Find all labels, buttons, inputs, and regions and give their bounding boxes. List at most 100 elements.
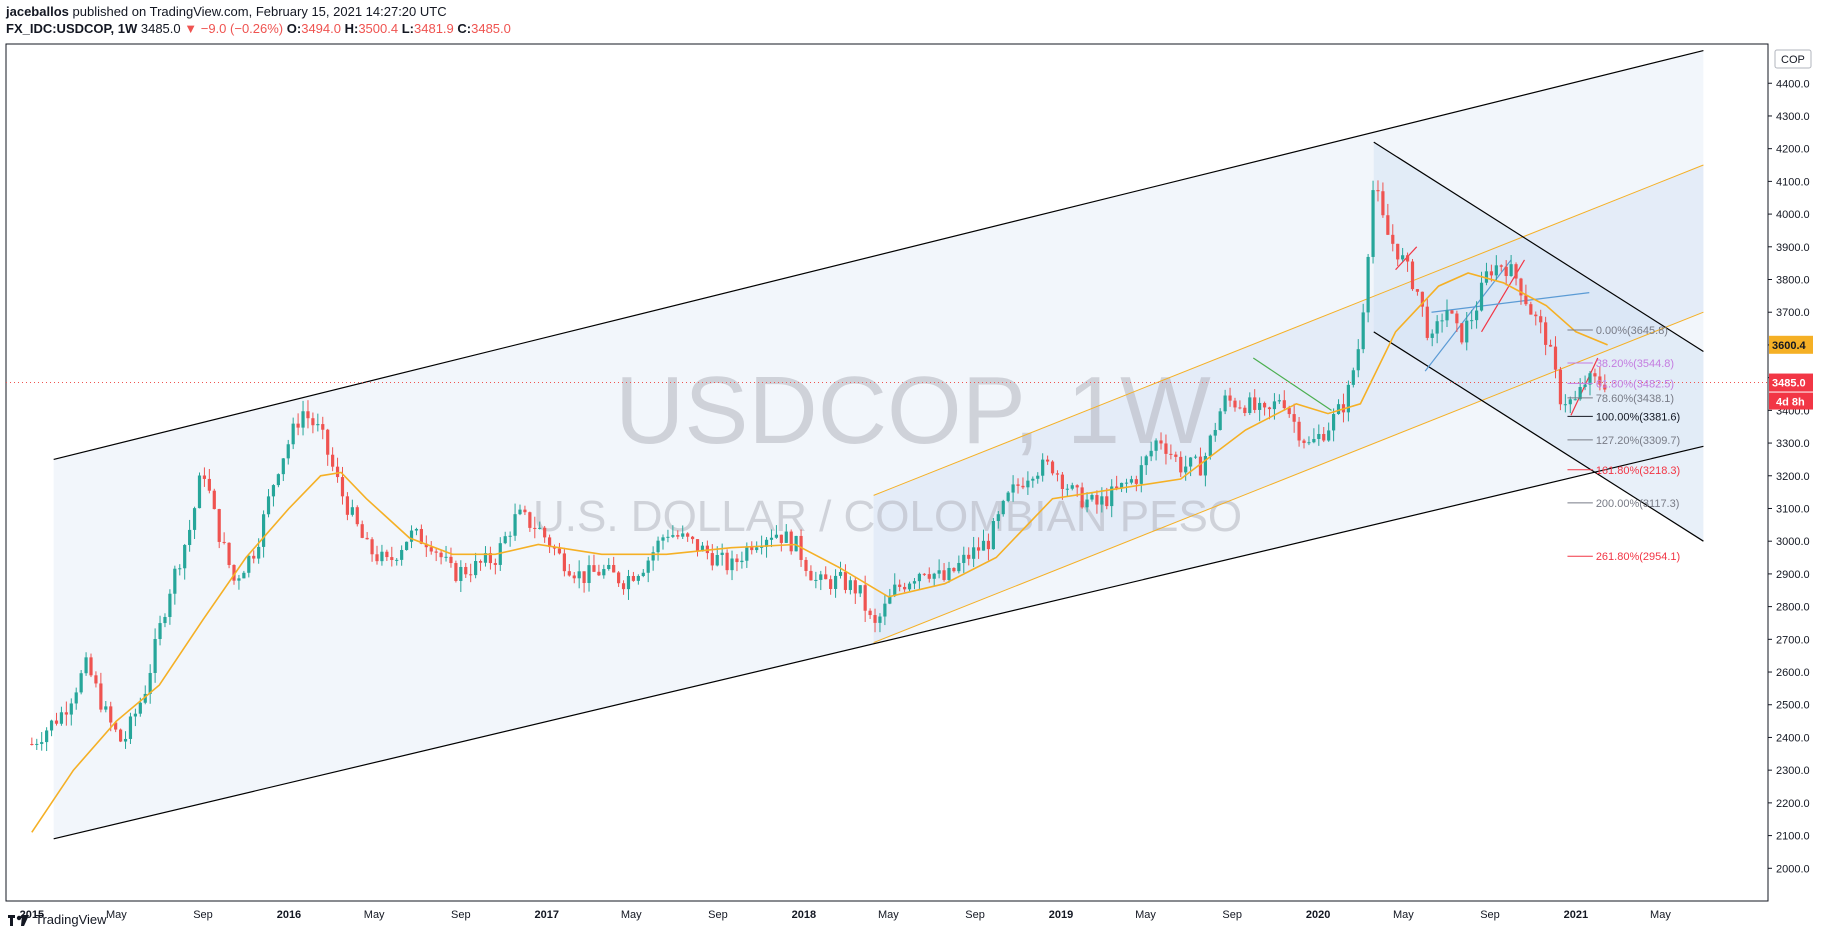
candle-body xyxy=(1016,484,1020,486)
fib-label: 127.20%(3309.7) xyxy=(1596,435,1680,447)
candle-body xyxy=(1282,400,1286,409)
brand-name[interactable]: TradingView xyxy=(35,912,107,927)
candle-body xyxy=(720,552,724,555)
candle-body xyxy=(1361,312,1365,350)
candle-body xyxy=(1603,384,1607,390)
candle-body xyxy=(1558,369,1563,405)
candle-body xyxy=(168,593,172,617)
time-axis[interactable]: 2015 May Sep 2016 May Sep 2017 May Sep 2018 May Sep… xyxy=(6,900,1768,921)
candle-body xyxy=(543,527,547,538)
price-tick-label: 4000.0 xyxy=(1776,209,1810,221)
candle-body xyxy=(1509,264,1513,277)
candle-body xyxy=(1149,450,1153,457)
candle-body xyxy=(547,537,552,548)
candle-body xyxy=(952,567,956,572)
candle-body xyxy=(1297,421,1301,441)
candle-body xyxy=(469,574,473,576)
major-channel-fill xyxy=(53,50,1704,839)
time-tick-label: 2017 xyxy=(535,909,559,921)
candle-body xyxy=(1184,466,1188,473)
candle-body xyxy=(1474,310,1479,321)
candle-body xyxy=(1213,429,1217,436)
price-tick-label: 3000.0 xyxy=(1776,536,1810,548)
candle-body xyxy=(1253,397,1257,410)
candle-body xyxy=(863,585,867,611)
candle-body xyxy=(192,508,197,530)
candle-body xyxy=(128,716,133,739)
author[interactable]: jaceballos xyxy=(6,4,69,19)
candle-body xyxy=(1356,349,1360,371)
candle-body xyxy=(99,683,103,710)
price-tick-label: 2500.0 xyxy=(1776,700,1810,712)
close-label: C: xyxy=(457,21,472,36)
fibonacci-levels: 0.00%(3645.8) 38.20%(3544.8) 61.80%(3482.5… xyxy=(1567,325,1680,563)
candle-body xyxy=(1228,395,1232,401)
candle-body xyxy=(809,570,813,581)
candle-body xyxy=(1332,414,1336,431)
time-tick-label: Sep xyxy=(708,909,728,921)
candle-body xyxy=(745,546,749,561)
candle-body xyxy=(523,509,527,513)
candle-body xyxy=(725,552,729,571)
candle-body xyxy=(1085,499,1089,508)
candle-body xyxy=(1139,465,1143,484)
candle-body xyxy=(607,564,611,570)
candle-body xyxy=(1479,282,1484,311)
candle-body xyxy=(311,418,315,426)
candle-body xyxy=(1465,320,1469,343)
candle-body xyxy=(158,623,162,640)
candle-body xyxy=(340,477,345,497)
candle-body xyxy=(700,545,705,552)
candle-body xyxy=(1041,459,1045,476)
candle-body xyxy=(202,475,207,479)
candle-body xyxy=(1327,430,1331,441)
price-axis[interactable]: 2000.0 2100.0 2200.0 2300.0 2400.0 2500.0 2600… xyxy=(1767,44,1812,901)
candle-body xyxy=(646,560,650,573)
candle-body xyxy=(1055,473,1060,475)
candle-body xyxy=(1110,486,1114,507)
candle-body xyxy=(232,564,236,581)
time-tick-label: 2020 xyxy=(1306,909,1330,921)
candle-body xyxy=(848,580,852,590)
candle-body xyxy=(404,541,409,550)
time-tick-label: Sep xyxy=(965,909,985,921)
candle-body xyxy=(89,657,93,676)
time-tick-label: May xyxy=(1135,909,1156,921)
candle-body xyxy=(163,616,167,624)
candle-body xyxy=(237,578,241,581)
candle-body xyxy=(784,531,788,543)
candle-body xyxy=(1090,495,1094,500)
candle-body xyxy=(1169,453,1173,455)
high-label: H: xyxy=(344,21,359,36)
candle-body xyxy=(1598,376,1602,385)
candle-body xyxy=(212,490,216,510)
candle-body xyxy=(957,562,961,572)
candle-body xyxy=(350,507,354,515)
candle-body xyxy=(335,466,340,478)
candle-body xyxy=(1115,486,1119,489)
candle-body xyxy=(242,572,246,579)
fib-label: 38.20%(3544.8) xyxy=(1596,358,1674,370)
currency-label: COP xyxy=(1781,54,1805,66)
candle-body xyxy=(1174,454,1178,457)
candle-body xyxy=(626,575,631,590)
candle-body xyxy=(1396,243,1400,260)
candle-body xyxy=(735,558,739,563)
candle-body xyxy=(1021,485,1025,488)
candle-body xyxy=(1548,344,1553,347)
candle-body xyxy=(617,572,621,584)
candle-body xyxy=(1312,438,1316,443)
candle-body xyxy=(755,547,759,551)
candle-body xyxy=(1144,456,1148,466)
candle-body xyxy=(1198,456,1203,476)
price-tick-label: 3900.0 xyxy=(1776,242,1810,254)
candle-body xyxy=(572,575,576,579)
candle-body xyxy=(1060,474,1064,489)
candle-body xyxy=(829,579,833,589)
symbol: FX_IDC:USDCOP, 1W xyxy=(6,21,138,36)
candle-body xyxy=(1351,370,1355,385)
candle-body xyxy=(656,540,660,553)
candle-body xyxy=(1573,399,1577,401)
candle-body xyxy=(1262,402,1267,408)
